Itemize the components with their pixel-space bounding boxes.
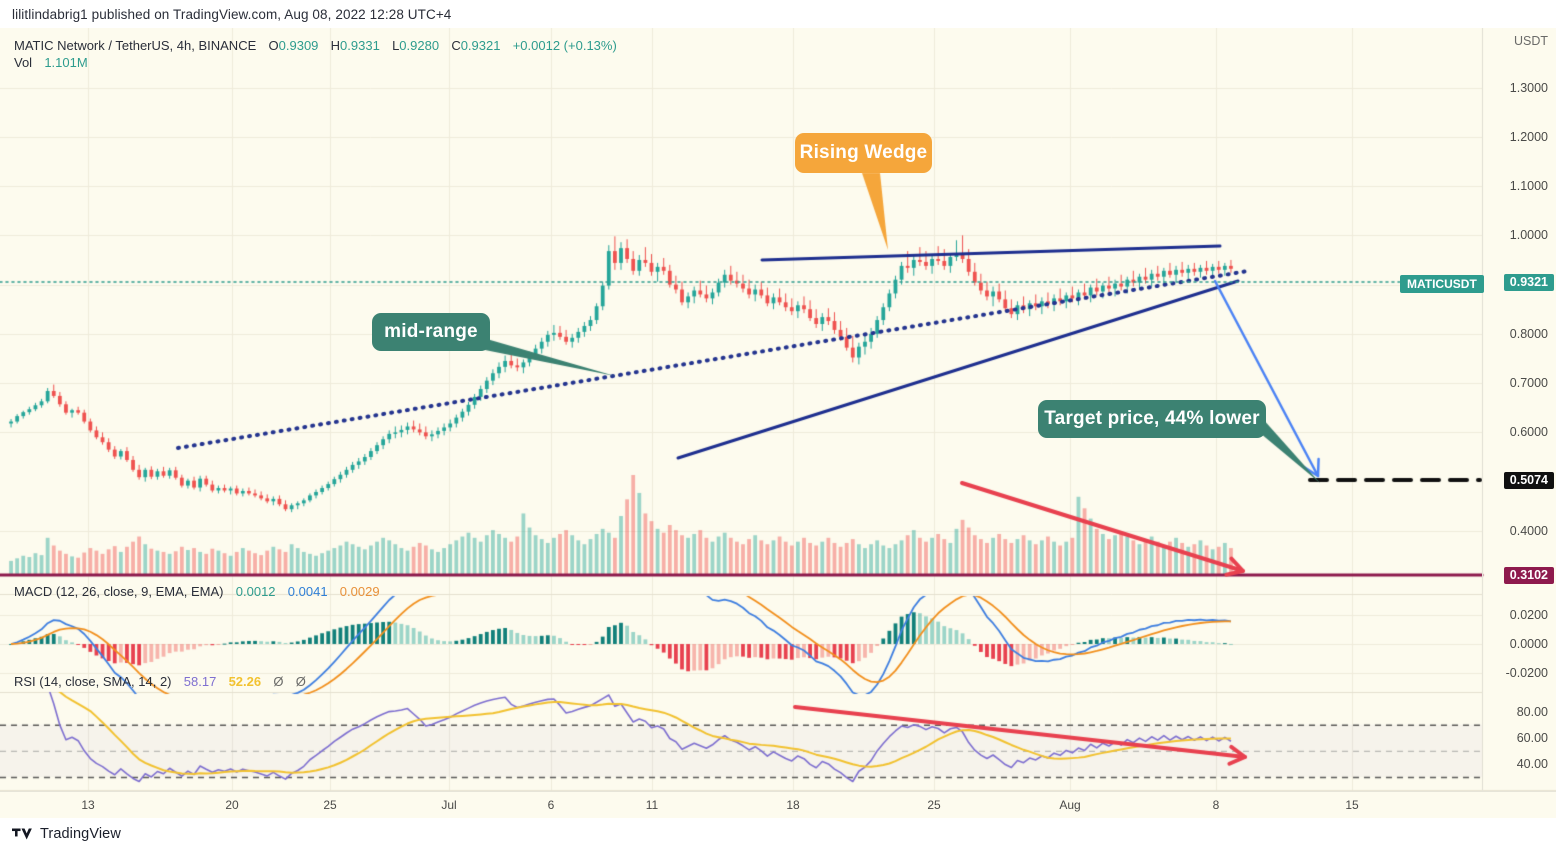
callout-target-price[interactable]: Target price, 44% lower bbox=[1038, 400, 1266, 438]
legend-close-value: 0.9321 bbox=[460, 38, 501, 53]
legend-high-value: 0.9331 bbox=[340, 38, 380, 53]
publish-text: lilitlindabrig1 published on TradingView… bbox=[12, 6, 452, 22]
time-scale[interactable]: 13 20 25 Jul 6 11 18 25 Aug 8 15 bbox=[0, 791, 1556, 818]
legend-volume-value: 1.101M bbox=[44, 55, 88, 70]
legend-macd-title[interactable]: MACD (12, 26, close, 9, EMA, EMA) bbox=[14, 584, 224, 599]
legend-low-label: L bbox=[392, 38, 400, 53]
legend-high-label: H bbox=[330, 38, 341, 53]
legend-low-value: 0.9280 bbox=[399, 38, 440, 53]
legend-change: +0.0012 (+0.13%) bbox=[512, 38, 617, 53]
legend-rsi-empty-1: Ø bbox=[273, 674, 284, 689]
legend-macd-hist-value: 0.0029 bbox=[339, 584, 380, 599]
tradingview-logo-text: TradingView bbox=[40, 826, 121, 842]
price-tick-5: 0.8000 bbox=[1509, 326, 1548, 341]
time-tick-7: 25 bbox=[927, 798, 941, 812]
time-tick-0: 13 bbox=[81, 798, 95, 812]
symbol-price-tag: MATICUSDT bbox=[1400, 275, 1484, 293]
legend-rsi-value: 58.17 bbox=[183, 674, 217, 689]
price-scale-unit: USDT bbox=[1513, 34, 1548, 48]
macd-tick-1: 0.0000 bbox=[1509, 637, 1548, 651]
last-price-tag[interactable]: 0.9321 bbox=[1503, 274, 1554, 291]
legend-macd-value: 0.0012 bbox=[235, 584, 276, 599]
rsi-tick-0: 80.00 bbox=[1516, 704, 1548, 719]
publish-bar: lilitlindabrig1 published on TradingView… bbox=[0, 0, 1556, 28]
legend-main[interactable]: MATIC Network / TetherUS, 4h, BINANCE O0… bbox=[14, 38, 617, 71]
legend-symbol[interactable]: MATIC Network / TetherUS, 4h, BINANCE bbox=[14, 38, 257, 53]
macd-tick-0: 0.0200 bbox=[1509, 607, 1548, 622]
legend-volume-label: Vol bbox=[14, 55, 33, 70]
price-scale[interactable]: USDT 1.30001.20001.10001.00000.90000.800… bbox=[1482, 28, 1556, 791]
time-tick-3: Jul bbox=[441, 798, 457, 812]
tradingview-logo: TradingView bbox=[12, 826, 121, 842]
time-tick-8: Aug bbox=[1059, 798, 1081, 812]
macd-tick-2: -0.0200 bbox=[1505, 666, 1548, 681]
price-tick-7: 0.6000 bbox=[1509, 425, 1548, 440]
callout-mid-range[interactable]: mid-range bbox=[372, 313, 490, 351]
time-tick-6: 18 bbox=[786, 798, 800, 812]
chart-canvas[interactable] bbox=[0, 28, 1556, 818]
legend-rsi-sma-value: 52.26 bbox=[228, 674, 262, 689]
legend-rsi[interactable]: RSI (14, close, SMA, 14, 2) 58.17 52.26 … bbox=[14, 674, 306, 690]
price-tick-3: 1.0000 bbox=[1509, 228, 1548, 243]
rsi-tick-2: 40.00 bbox=[1516, 756, 1548, 771]
price-tick-0: 1.3000 bbox=[1509, 80, 1548, 95]
legend-macd[interactable]: MACD (12, 26, close, 9, EMA, EMA) 0.0012… bbox=[14, 584, 380, 600]
time-tick-5: 11 bbox=[645, 798, 659, 812]
legend-rsi-title[interactable]: RSI (14, close, SMA, 14, 2) bbox=[14, 674, 172, 689]
time-tick-2: 25 bbox=[323, 798, 337, 812]
support-price-tag[interactable]: 0.3102 bbox=[1503, 567, 1554, 584]
legend-open-value: 0.9309 bbox=[278, 38, 319, 53]
rsi-tick-1: 60.00 bbox=[1516, 730, 1548, 745]
legend-open-label: O bbox=[268, 38, 279, 53]
footer: TradingView bbox=[0, 818, 1556, 850]
time-tick-1: 20 bbox=[225, 798, 239, 812]
price-tick-6: 0.7000 bbox=[1509, 376, 1548, 391]
legend-rsi-empty-2: Ø bbox=[295, 674, 306, 689]
chart-frame[interactable]: MATIC Network / TetherUS, 4h, BINANCE O0… bbox=[0, 28, 1556, 818]
target-price-tag[interactable]: 0.5074 bbox=[1503, 472, 1554, 489]
legend-close-label: C bbox=[451, 38, 461, 53]
price-tick-1: 1.2000 bbox=[1509, 129, 1548, 144]
time-tick-10: 15 bbox=[1345, 798, 1359, 812]
tradingview-logo-icon bbox=[12, 828, 32, 840]
time-tick-9: 8 bbox=[1212, 798, 1220, 812]
price-tick-8: 0.4000 bbox=[1509, 523, 1548, 538]
callout-rising-wedge[interactable]: Rising Wedge bbox=[795, 133, 932, 173]
time-tick-4: 6 bbox=[547, 798, 555, 812]
price-tick-2: 1.1000 bbox=[1509, 179, 1548, 194]
legend-macd-signal-value: 0.0041 bbox=[287, 584, 328, 599]
